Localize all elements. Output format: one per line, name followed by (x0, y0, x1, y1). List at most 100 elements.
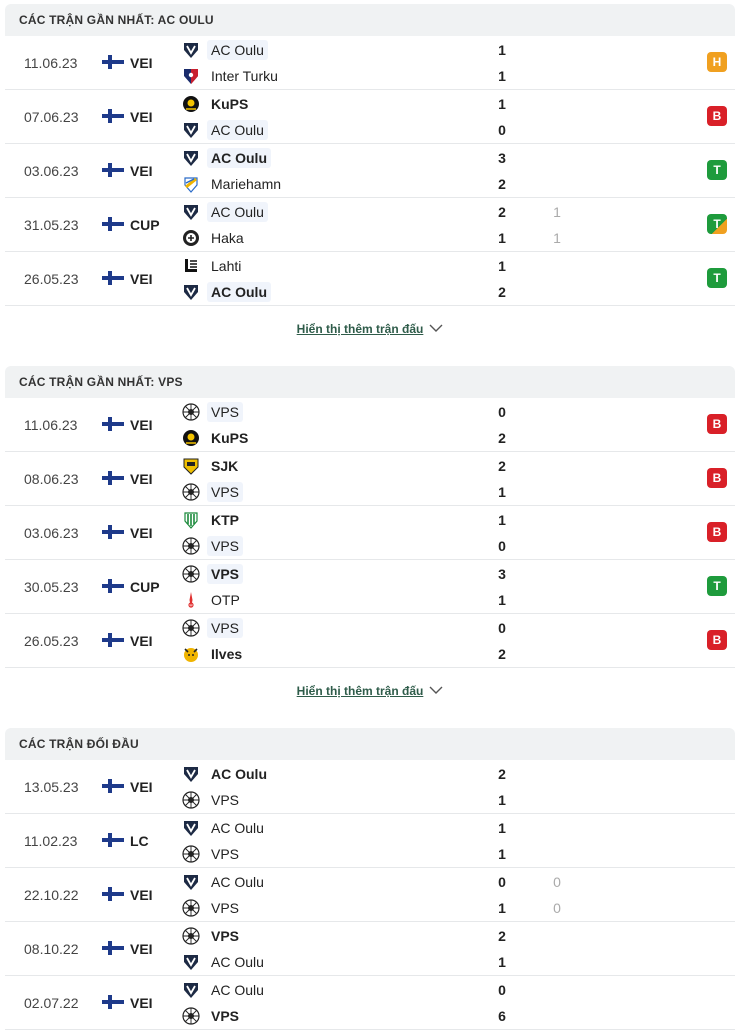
chevron-down-icon (423, 684, 443, 698)
show-more-label: Hiển thị thêm trận đấu (296, 684, 424, 698)
away-team[interactable]: VPS (181, 843, 243, 865)
match-row[interactable]: 31.05.23 CUP AC Oulu Haka 2 1 1 1 T (5, 198, 735, 252)
home-team[interactable]: KTP (181, 509, 243, 531)
home-team[interactable]: VPS (181, 563, 244, 585)
match-row[interactable]: 08.10.22 VEI VPS AC Oulu 2 1 (5, 922, 735, 976)
result-badge: T (707, 268, 727, 288)
match-date: 11.06.23 (24, 416, 78, 433)
away-team[interactable]: AC Oulu (181, 951, 268, 973)
home-score: 2 (498, 766, 506, 782)
away-score: 2 (498, 430, 506, 446)
finland-flag-icon (102, 471, 124, 485)
away-team[interactable]: AC Oulu (181, 119, 268, 141)
finland-flag-icon (102, 887, 124, 901)
matches-section: CÁC TRẬN GẦN NHẤT: VPS 11.06.23 VEI VPS KuPS… (0, 366, 740, 714)
away-score: 0 (498, 122, 506, 138)
match-row[interactable]: 11.06.23 VEI VPS KuPS 0 2 B (5, 398, 735, 452)
home-team-name: AC Oulu (207, 202, 268, 222)
home-team[interactable]: AC Oulu (181, 39, 268, 61)
home-team[interactable]: Lahti (181, 255, 245, 277)
competition-label: LC (130, 832, 149, 849)
match-date: 03.06.23 (24, 162, 79, 179)
match-row[interactable]: 26.05.23 VEI Lahti AC Oulu 1 2 T (5, 252, 735, 306)
ac-oulu-logo-icon (181, 980, 201, 1000)
away-score: 1 (498, 592, 506, 608)
competition-label: CUP (130, 216, 160, 233)
home-team[interactable]: VPS (181, 925, 243, 947)
away-team-name: Inter Turku (211, 68, 278, 84)
away-team[interactable]: Mariehamn (181, 173, 285, 195)
home-team-name: AC Oulu (211, 766, 267, 782)
competition-label: VEI (130, 270, 153, 287)
away-score: 1 (498, 954, 506, 970)
match-row[interactable]: 11.02.23 LC AC Oulu VPS 1 1 (5, 814, 735, 868)
match-row[interactable]: 22.10.22 VEI AC Oulu VPS 0 1 0 0 (5, 868, 735, 922)
home-team-name: AC Oulu (211, 874, 264, 890)
mariehamn-logo-icon (181, 174, 201, 194)
home-team[interactable]: AC Oulu (181, 201, 268, 223)
matches-section: CÁC TRẬN ĐỐI ĐẦU 13.05.23 VEI AC Oulu VPS 2 1 1… (0, 728, 740, 1030)
match-row[interactable]: 08.06.23 VEI SJK VPS 2 1 B (5, 452, 735, 506)
sjk-logo-icon (181, 456, 201, 476)
home-score: 0 (498, 874, 506, 890)
match-row[interactable]: 03.06.23 VEI AC Oulu Mariehamn 3 2 T (5, 144, 735, 198)
away-score: 1 (498, 846, 506, 862)
away-team[interactable]: VPS (181, 1005, 243, 1027)
finland-flag-icon (102, 525, 124, 539)
competition-label: VEI (130, 416, 153, 433)
match-date: 31.05.23 (24, 216, 79, 233)
away-team-name: VPS (211, 900, 240, 916)
away-team[interactable]: VPS (181, 481, 244, 503)
away-team[interactable]: VPS (181, 897, 243, 919)
home-team-name: VPS (207, 564, 244, 584)
ac-oulu-logo-icon (181, 952, 201, 972)
away-team[interactable]: Inter Turku (181, 65, 282, 87)
away-team-name: Ilves (211, 646, 243, 662)
home-team[interactable]: AC Oulu (181, 871, 268, 893)
home-team[interactable]: AC Oulu (181, 817, 268, 839)
finland-flag-icon (102, 217, 124, 231)
match-row[interactable]: 03.06.23 VEI KTP VPS 1 0 B (5, 506, 735, 560)
home-score: 1 (498, 512, 506, 528)
home-team[interactable]: SJK (181, 455, 242, 477)
home-team-name: VPS (207, 618, 244, 638)
home-team[interactable]: AC Oulu (181, 763, 271, 785)
match-row[interactable]: 30.05.23 CUP VPS OTP 3 1 T (5, 560, 735, 614)
result-badge: B (707, 522, 727, 542)
away-team[interactable]: Haka (181, 227, 248, 249)
away-score: 2 (498, 646, 506, 662)
away-team[interactable]: Ilves (181, 643, 246, 665)
away-score: 1 (498, 484, 506, 500)
away-score: 6 (498, 1008, 506, 1024)
home-score: 1 (498, 42, 506, 58)
home-score: 3 (498, 566, 506, 582)
away-score: 0 (498, 538, 506, 554)
home-team[interactable]: VPS (181, 617, 244, 639)
match-row[interactable]: 11.06.23 VEI AC Oulu Inter Turku 1 1 H (5, 36, 735, 90)
away-team[interactable]: OTP (181, 589, 244, 611)
home-team[interactable]: KuPS (181, 93, 252, 115)
away-team-name: VPS (207, 536, 244, 556)
home-score: 0 (498, 404, 506, 420)
vps-logo-icon (181, 926, 201, 946)
home-team[interactable]: AC Oulu (181, 979, 268, 1001)
match-row[interactable]: 07.06.23 VEI KuPS AC Oulu 1 0 B (5, 90, 735, 144)
away-team[interactable]: VPS (181, 789, 243, 811)
match-row[interactable]: 13.05.23 VEI AC Oulu VPS 2 1 (5, 760, 735, 814)
finland-flag-icon (102, 417, 124, 431)
home-team-name: AC Oulu (207, 148, 271, 168)
away-team[interactable]: VPS (181, 535, 244, 557)
away-score: 2 (498, 284, 506, 300)
away-team[interactable]: AC Oulu (181, 281, 271, 303)
home-score: 2 (498, 928, 506, 944)
vps-logo-icon (181, 618, 201, 638)
show-more-link[interactable]: Hiển thị thêm trận đấu (0, 668, 740, 714)
show-more-label: Hiển thị thêm trận đấu (296, 322, 424, 336)
home-extra-score: 0 (553, 874, 561, 890)
show-more-link[interactable]: Hiển thị thêm trận đấu (0, 306, 740, 352)
home-team[interactable]: AC Oulu (181, 147, 271, 169)
match-row[interactable]: 26.05.23 VEI VPS Ilves 0 2 B (5, 614, 735, 668)
away-team[interactable]: KuPS (181, 427, 252, 449)
matches-section: CÁC TRẬN GẦN NHẤT: AC OULU 11.06.23 VEI AC … (0, 4, 740, 352)
home-team[interactable]: VPS (181, 401, 244, 423)
